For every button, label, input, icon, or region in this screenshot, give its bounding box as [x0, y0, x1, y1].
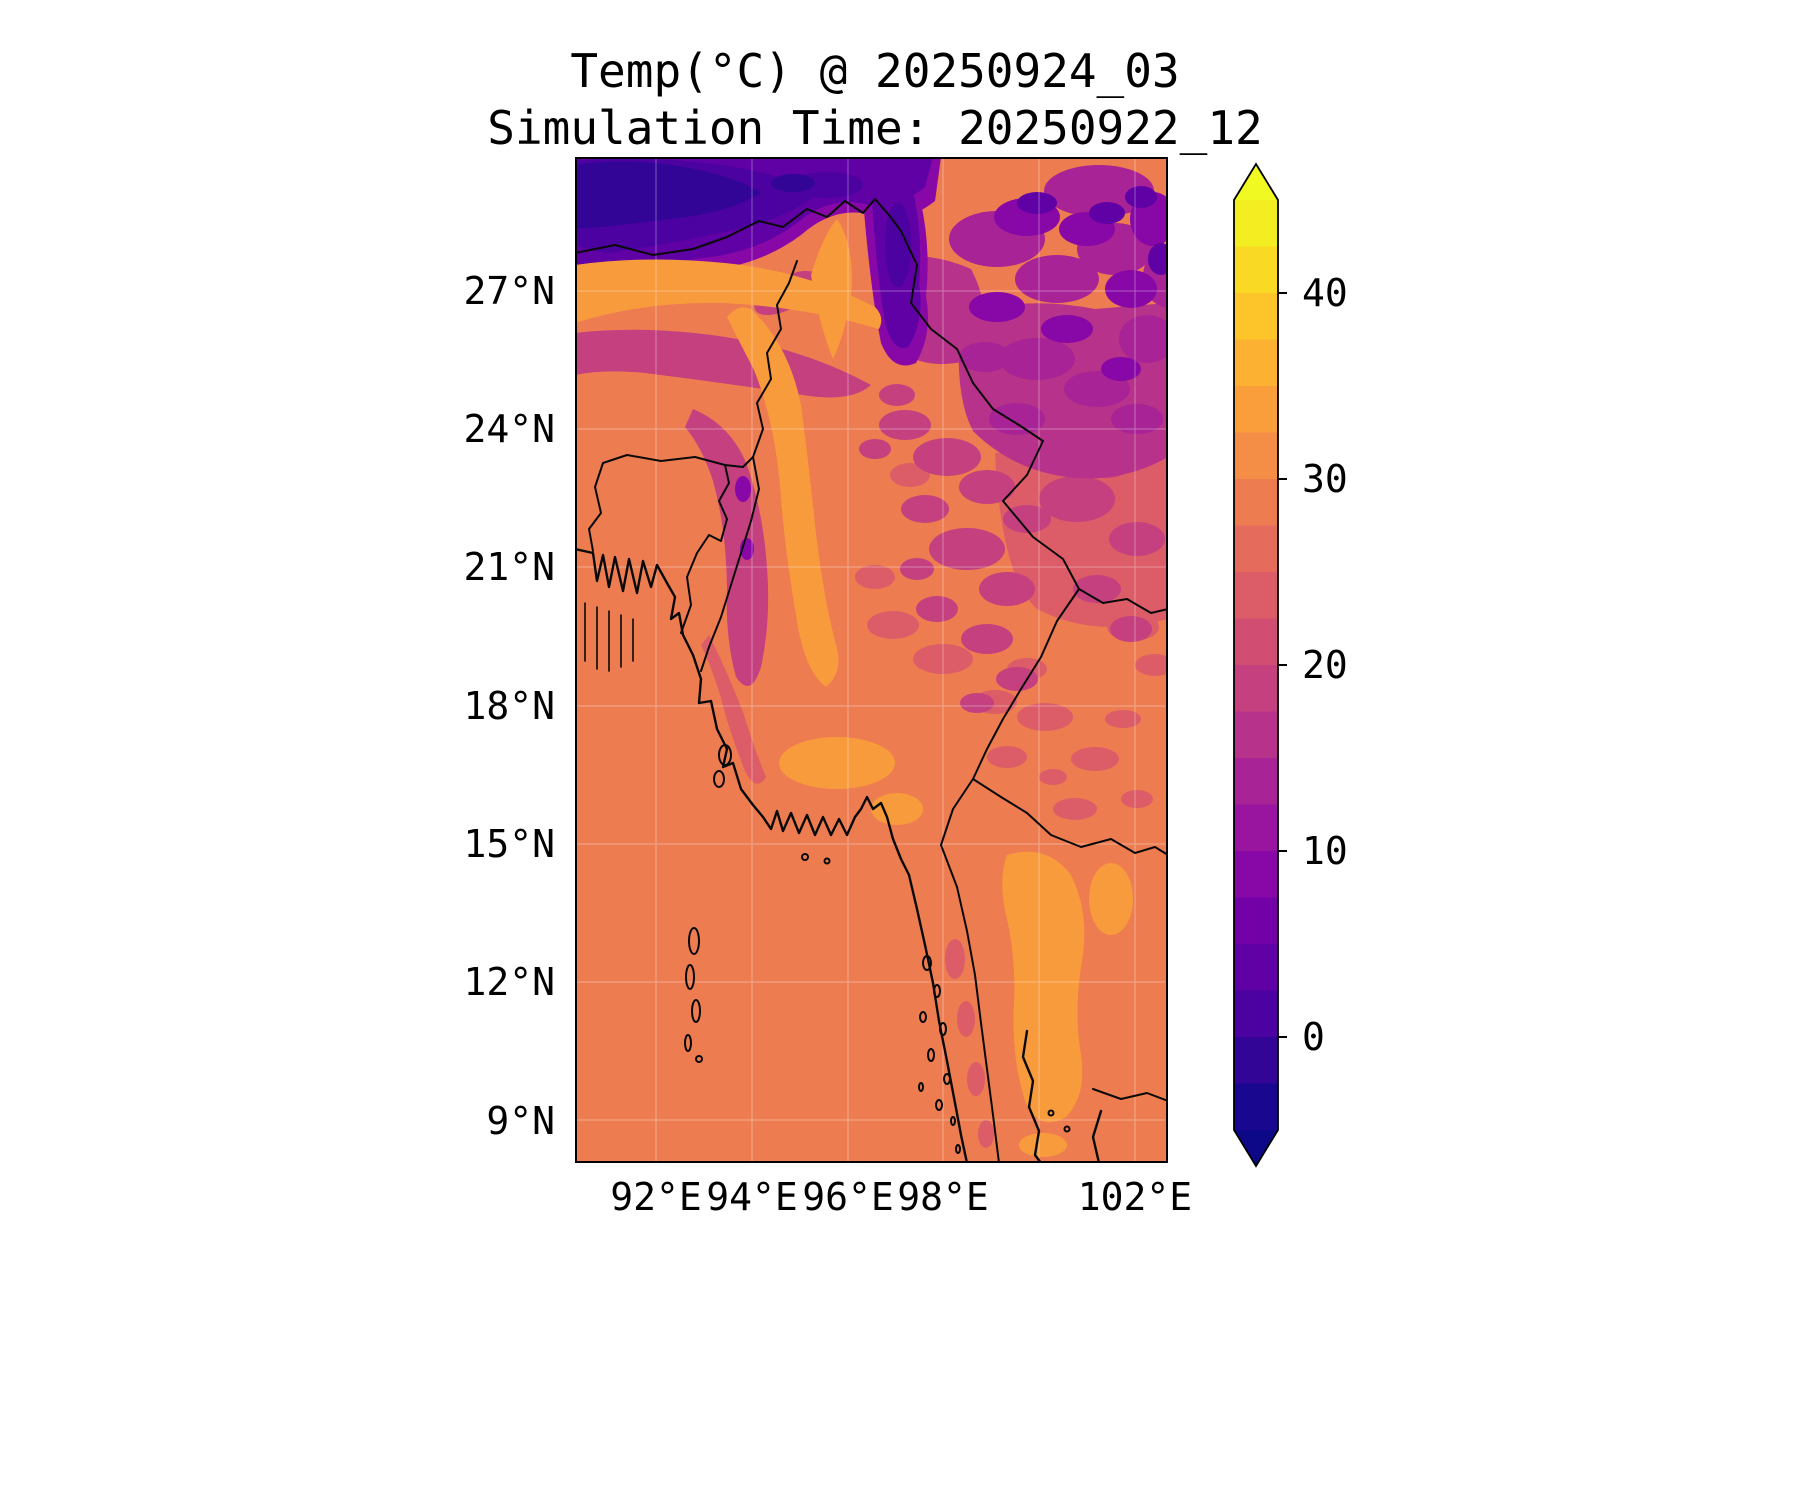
map-plot	[575, 157, 1168, 1163]
y-tick-18n: 18°N	[463, 684, 555, 728]
cb-tick-30: 30	[1302, 457, 1348, 501]
colorbar-under-triangle	[1234, 1130, 1278, 1166]
colorbar-band-9	[1234, 665, 1278, 712]
temp-band-indigo	[575, 161, 815, 229]
colorbar-band-17	[1234, 293, 1278, 340]
colorbar-band-4	[1234, 897, 1278, 944]
y-tick-9n: 9°N	[486, 1099, 555, 1143]
plot-frame	[575, 157, 1168, 1163]
colorbar-band-12	[1234, 525, 1278, 572]
y-tick-27n: 27°N	[463, 269, 555, 313]
cb-tick-10: 10	[1302, 829, 1348, 873]
border-mekong-north	[1078, 588, 1168, 614]
border-bangladesh	[588, 454, 754, 634]
cb-tick-20: 20	[1302, 643, 1348, 687]
border-himalaya-china-laos-thai	[575, 198, 1080, 1163]
colorbar-ticks	[1278, 292, 1287, 1038]
colorbar-band-5	[1234, 851, 1278, 898]
x-tick-92e: 92°E	[610, 1175, 702, 1219]
x-tick-98e: 98°E	[897, 1175, 989, 1219]
cb-tick-0: 0	[1302, 1015, 1325, 1059]
colorbar-band-19	[1234, 200, 1278, 247]
colorbar-band-8	[1234, 711, 1278, 758]
sundarbans-channels	[584, 602, 634, 672]
temp-band-warm	[575, 219, 1133, 1157]
border-mekong-south	[972, 778, 1168, 856]
colorbar-band-13	[1234, 479, 1278, 526]
colorbar-over-triangle	[1234, 164, 1278, 200]
x-tick-102e: 102°E	[1077, 1175, 1193, 1219]
border-india-myanmar	[700, 260, 798, 672]
colorbar-band-1	[1234, 1037, 1278, 1084]
y-tick-15n: 15°N	[463, 822, 555, 866]
x-tick-94e: 94°E	[706, 1175, 798, 1219]
colorbar-band-16	[1234, 339, 1278, 386]
colorbar-band-11	[1234, 572, 1278, 619]
coastline-main	[575, 547, 969, 1163]
map-svg	[575, 157, 1168, 1163]
temp-band-rose	[701, 443, 1168, 1148]
gridlines	[575, 157, 1168, 1163]
colorbar-outline	[1233, 162, 1279, 1168]
colorbar-band-3	[1234, 944, 1278, 991]
colorbar-band-2	[1234, 990, 1278, 1037]
colorbar-band-14	[1234, 432, 1278, 479]
colorbar-band-7	[1234, 758, 1278, 805]
x-tick-96e: 96°E	[802, 1175, 894, 1219]
y-tick-12n: 12°N	[463, 960, 555, 1004]
plot-title: Temp(°C) @ 20250924_03	[570, 44, 1180, 98]
y-tick-24n: 24°N	[463, 407, 555, 451]
colorbar-bands	[1234, 200, 1278, 1130]
cb-tick-40: 40	[1302, 271, 1348, 315]
colorbar	[1228, 158, 1358, 1172]
coastline-gulf	[1021, 1029, 1103, 1163]
y-tick-21n: 21°N	[463, 545, 555, 589]
colorbar-band-15	[1234, 386, 1278, 433]
coastlines-borders	[575, 198, 1168, 1163]
plot-subtitle: Simulation Time: 20250922_12	[487, 101, 1263, 155]
colorbar-band-18	[1234, 246, 1278, 293]
colorbar-band-10	[1234, 618, 1278, 665]
colorbar-band-0	[1234, 1083, 1278, 1130]
colorbar-band-6	[1234, 804, 1278, 851]
border-bottom-right	[1092, 1088, 1168, 1102]
colorbar-svg	[1233, 162, 1287, 1168]
